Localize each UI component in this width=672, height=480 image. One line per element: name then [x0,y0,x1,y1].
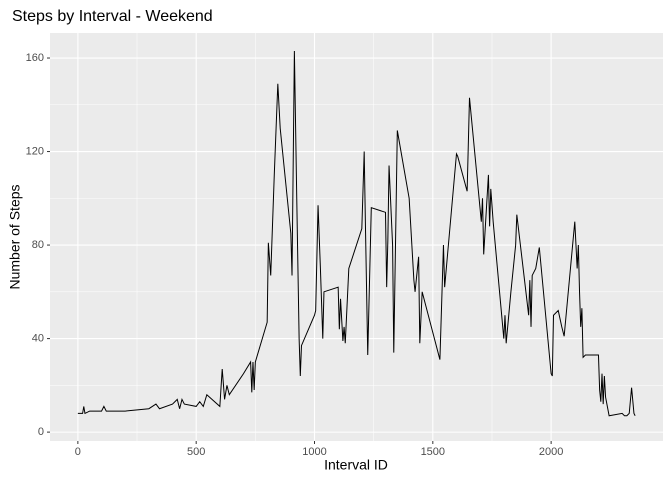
chart-title: Steps by Interval - Weekend [12,8,213,25]
x-tick-label: 500 [187,446,205,458]
y-tick-label: 80 [32,239,44,251]
x-axis-label: Interval ID [324,457,388,473]
y-tick-label: 160 [26,52,44,64]
x-tick-label: 1500 [421,446,445,458]
x-tick-label: 2000 [539,446,563,458]
x-tick-label: 0 [75,446,81,458]
y-axis-label: Number of Steps [7,184,23,289]
y-tick-label: 0 [38,426,44,438]
y-tick-label: 120 [26,145,44,157]
y-tick-label: 40 [32,332,44,344]
panel [50,33,663,441]
x-tick-label: 1000 [302,446,326,458]
data-line [77,50,636,417]
